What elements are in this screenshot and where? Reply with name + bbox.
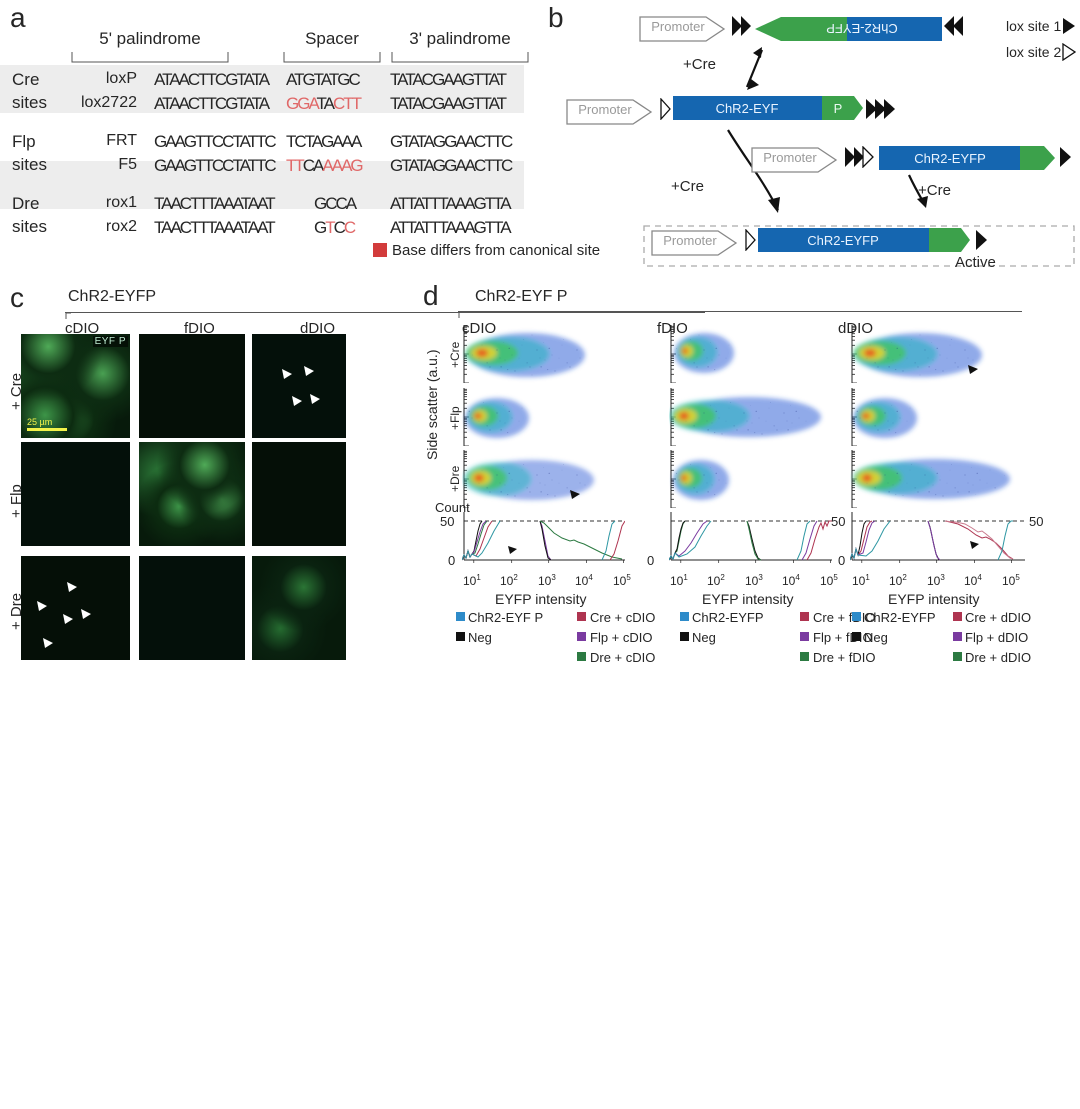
svg-text:P: P [834, 101, 843, 116]
svg-text:ChR2-EYFP: ChR2-EYFP [826, 21, 898, 36]
svg-text:ChR2-EYFP: ChR2-EYFP [807, 233, 879, 248]
svg-text:ChR2-EYFP: ChR2-EYFP [914, 151, 986, 166]
svg-text:ChR2-EYF: ChR2-EYF [716, 101, 779, 116]
